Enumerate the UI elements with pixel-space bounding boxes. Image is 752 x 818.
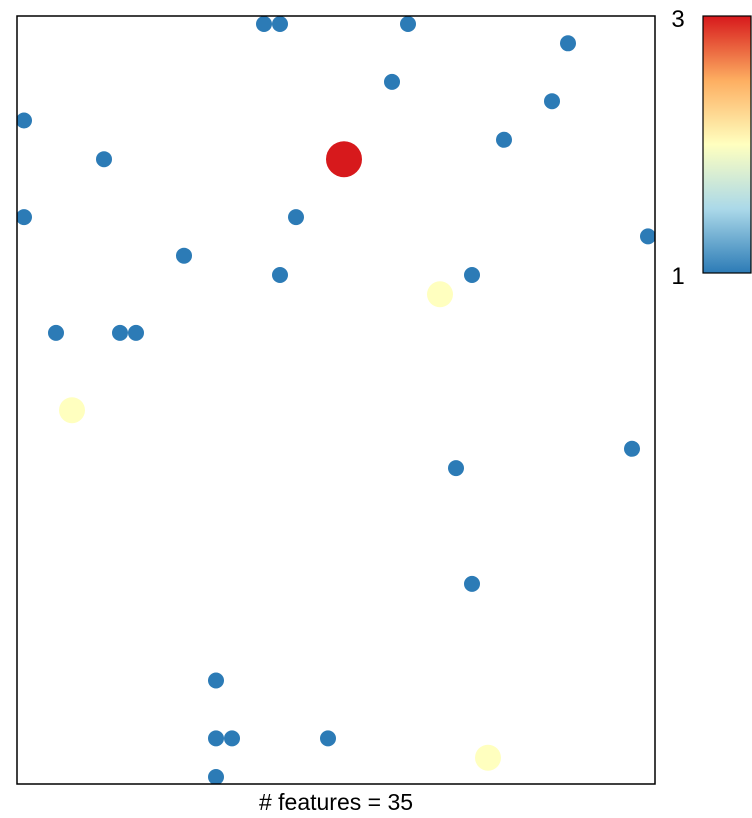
scatter-point [544, 93, 560, 110]
scatter-point [48, 324, 64, 341]
x-axis-label: # features = 35 [259, 789, 413, 815]
scatter-point [475, 744, 501, 771]
scatter-point [288, 209, 304, 226]
colorbar [702, 15, 752, 274]
scatter-point [112, 324, 128, 341]
scatter-point [208, 672, 224, 689]
scatter-point [208, 730, 224, 747]
scatter-point [496, 131, 512, 148]
scatter-point [208, 769, 224, 784]
scatter-point [640, 228, 655, 245]
scatter-point [427, 281, 453, 308]
scatter-point [96, 151, 112, 168]
scatter-point [624, 440, 640, 457]
scatter-point [400, 16, 416, 32]
scatter-point [59, 397, 85, 424]
scatter-point [464, 575, 480, 592]
colorbar-max-label: 3 [671, 6, 684, 33]
scatter-point [384, 73, 400, 90]
scatter-point [224, 730, 240, 747]
scatter-point [128, 324, 144, 341]
scatter-point [176, 247, 192, 264]
plot-frame [16, 15, 656, 785]
scatter-point [272, 267, 288, 283]
scatter-point [448, 460, 464, 477]
scatter-point [272, 16, 288, 32]
scatter-point [256, 16, 272, 32]
scatter-point [17, 209, 32, 226]
scatter-point [320, 730, 336, 747]
scatter-point [326, 141, 362, 178]
scatter-point [464, 267, 480, 283]
colorbar-min-label: 1 [671, 263, 684, 290]
points-layer [17, 16, 655, 784]
scatter-point [17, 112, 32, 129]
scatter-point [560, 35, 576, 52]
